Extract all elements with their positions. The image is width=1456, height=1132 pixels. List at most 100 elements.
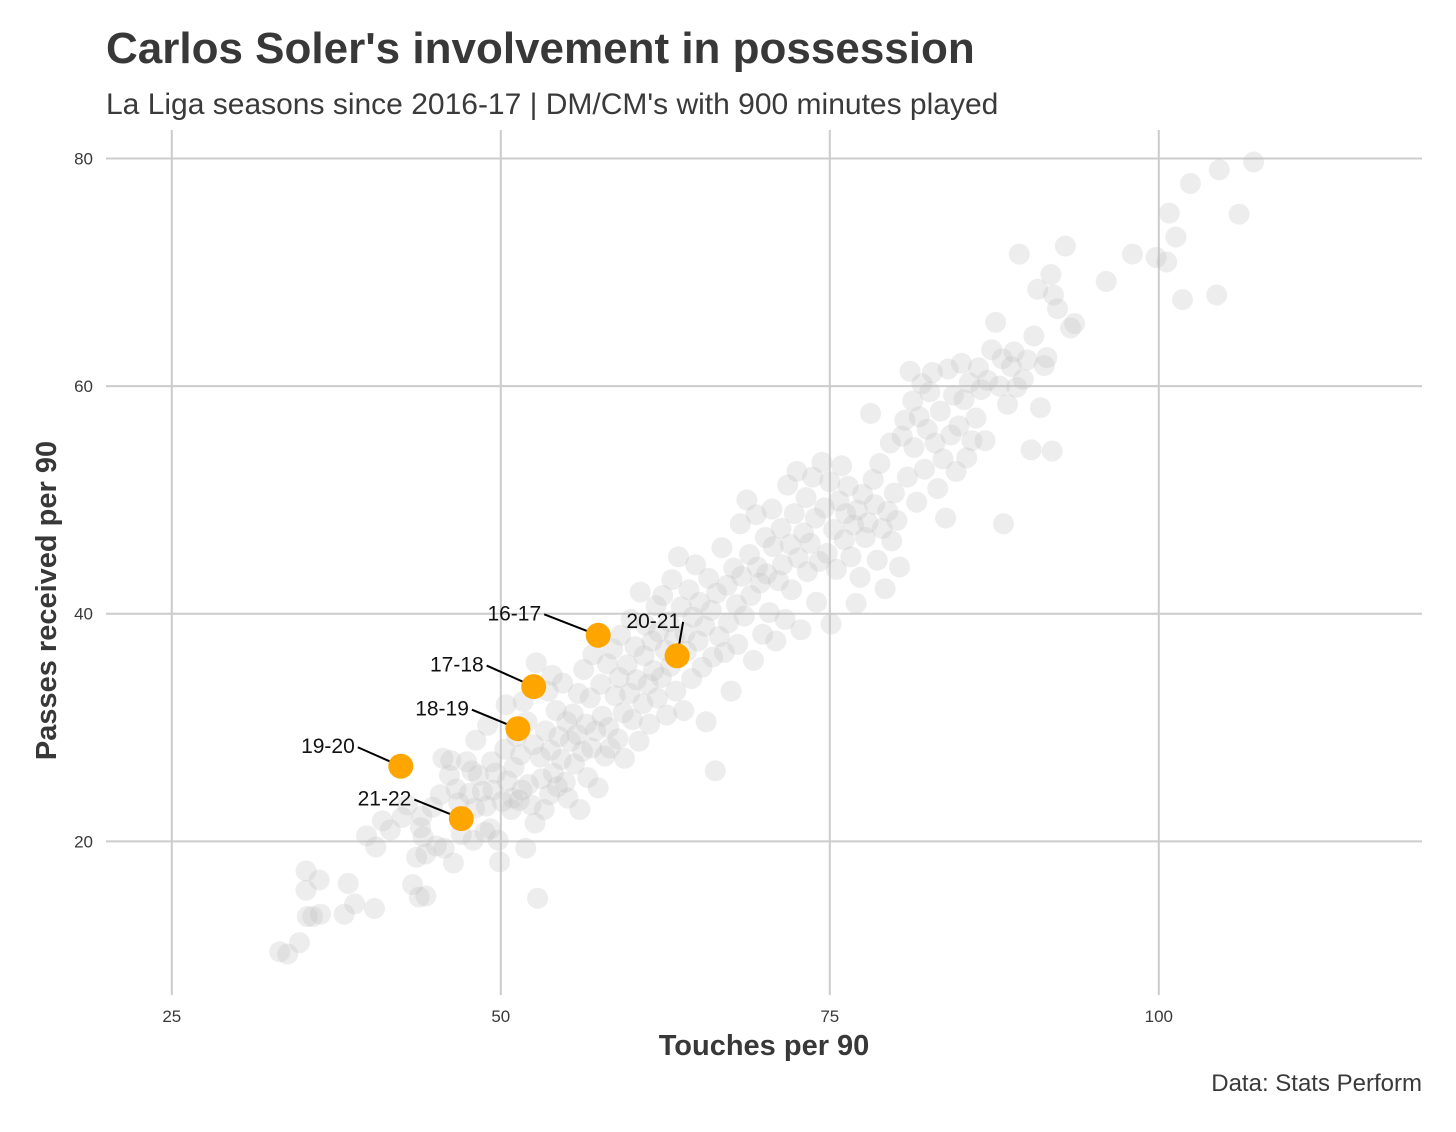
background-point (991, 348, 1013, 370)
background-point (573, 659, 595, 680)
background-point (702, 646, 724, 668)
background-point (477, 714, 499, 736)
background-point (783, 503, 805, 525)
background-point (740, 585, 762, 606)
background-point (687, 630, 709, 652)
background-point (950, 352, 972, 374)
background-point (379, 819, 401, 841)
highlight-point (664, 643, 690, 669)
background-point (569, 799, 591, 820)
background-point (1027, 278, 1049, 300)
background-point (932, 448, 954, 470)
background-point (439, 764, 460, 786)
background-point (462, 829, 484, 851)
background-point (432, 747, 454, 769)
background-point (1043, 284, 1064, 306)
background-point (545, 700, 567, 721)
background-point (599, 737, 621, 759)
background-point (1008, 243, 1030, 265)
background-point (802, 466, 824, 488)
background-point (771, 554, 793, 576)
background-point (581, 737, 603, 759)
background-point (535, 720, 556, 742)
background-point (491, 791, 513, 812)
background-point (685, 554, 707, 576)
background-point (695, 711, 717, 733)
y-tick-label: 80 (74, 149, 93, 168)
background-point (557, 787, 579, 809)
background-point (471, 780, 493, 802)
background-point (641, 630, 663, 652)
background-point (364, 898, 385, 919)
background-point (391, 806, 413, 828)
background-point (731, 565, 753, 587)
background-point (295, 860, 317, 882)
background-point (714, 641, 735, 663)
background-point (502, 787, 524, 809)
background-point (562, 703, 584, 725)
background-point (916, 418, 938, 440)
background-point (410, 817, 431, 839)
background-point (681, 668, 703, 690)
background-point (943, 384, 964, 406)
background-point (575, 713, 597, 735)
background-point (658, 611, 680, 633)
background-point (889, 556, 910, 578)
background-point (475, 795, 497, 817)
y-axis-title: Passes received per 90 (31, 441, 63, 760)
background-point (970, 379, 992, 400)
background-point (799, 532, 821, 554)
background-point (650, 667, 672, 688)
background-point (816, 542, 838, 564)
background-point (997, 393, 1018, 415)
background-point (891, 425, 913, 447)
background-point (433, 837, 455, 859)
background-point (720, 680, 742, 702)
background-point (406, 846, 428, 868)
background-point (533, 799, 555, 820)
background-point (749, 572, 771, 594)
background-point (1012, 368, 1034, 390)
background-point (886, 509, 908, 531)
background-point (736, 489, 758, 511)
background-point (523, 734, 545, 756)
background-point (1122, 243, 1143, 265)
background-point (1206, 284, 1228, 306)
background-point (1000, 356, 1022, 378)
background-point (770, 517, 792, 539)
background-point (645, 595, 667, 617)
background-point (1095, 270, 1117, 292)
background-point (487, 829, 509, 851)
background-point (665, 680, 687, 702)
x-tick-label: 50 (491, 1007, 510, 1026)
x-tick-label: 100 (1145, 1007, 1173, 1026)
background-point (1006, 376, 1028, 398)
background-point (517, 773, 539, 795)
background-point (408, 886, 430, 908)
background-point (716, 574, 738, 596)
background-point (860, 402, 882, 424)
background-point (494, 738, 516, 760)
background-point (648, 621, 670, 643)
background-point (467, 764, 489, 786)
background-point (911, 373, 933, 395)
background-point (628, 730, 650, 752)
background-point (1023, 325, 1045, 347)
background-point (646, 687, 668, 709)
background-point (548, 726, 570, 748)
background-point (787, 547, 809, 569)
background-point (598, 717, 620, 738)
background-point (761, 498, 783, 520)
background-point (866, 549, 888, 571)
background-point (402, 874, 424, 896)
background-point (546, 776, 568, 798)
background-point (582, 644, 604, 666)
background-point (743, 649, 764, 671)
background-point (854, 527, 876, 548)
background-point (678, 579, 700, 601)
background-point (308, 869, 330, 891)
background-point (1016, 349, 1038, 371)
background-point (310, 903, 331, 925)
background-point (831, 455, 853, 477)
background-point (1172, 289, 1193, 311)
